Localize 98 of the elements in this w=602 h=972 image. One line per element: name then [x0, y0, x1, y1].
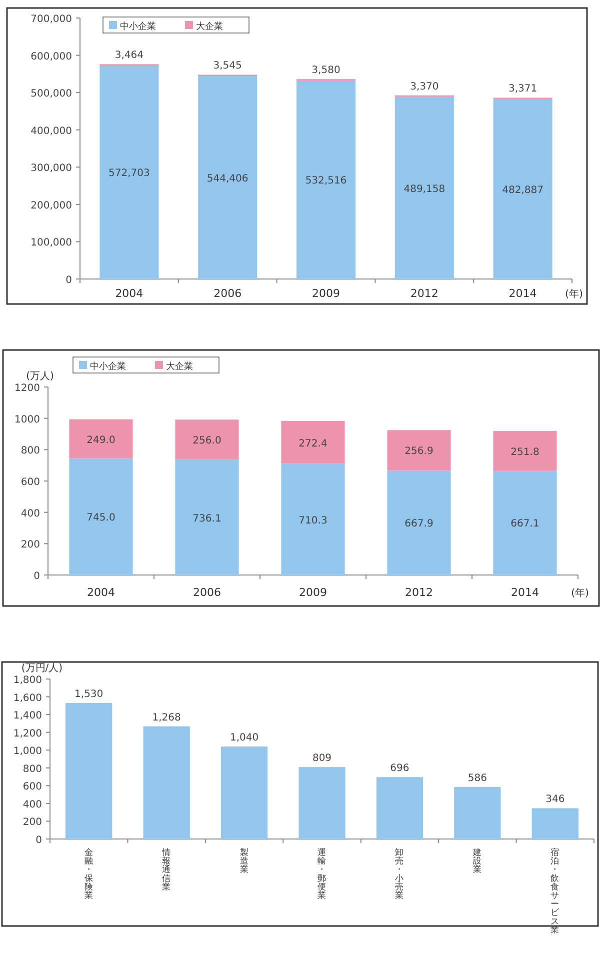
- x-tick-label: 2004: [87, 586, 115, 599]
- data-label: 586: [468, 772, 487, 784]
- x-tick-label: 2014: [511, 586, 539, 599]
- data-label: 532,516: [305, 176, 347, 187]
- bar: [493, 98, 552, 279]
- data-label: 745.0: [86, 512, 116, 524]
- bar: [198, 76, 258, 279]
- bar: [376, 777, 424, 839]
- y-tick-label: 700,000: [30, 14, 72, 25]
- data-label: 3,370: [410, 81, 439, 92]
- y-tick-label: 1,800: [13, 675, 42, 686]
- bar: [493, 470, 557, 575]
- y-tick-label: 1,200: [13, 728, 42, 740]
- y-tick-label: 600,000: [30, 51, 72, 62]
- data-label: 256.9: [404, 446, 434, 458]
- x-tick-label: 2012: [410, 287, 438, 300]
- x-tick-label: 2006: [214, 287, 242, 300]
- x-tick-label: 2009: [299, 586, 327, 599]
- data-label: 482,887: [502, 184, 544, 196]
- y-tick-label: 600: [22, 782, 42, 793]
- y-tick-label: 600: [20, 477, 40, 488]
- bar: [175, 420, 239, 460]
- data-label: 544,406: [206, 174, 248, 185]
- data-label: 696: [390, 763, 410, 774]
- data-label: 710.3: [298, 515, 328, 526]
- data-label: 3,545: [213, 60, 242, 72]
- data-label: 572,703: [108, 168, 150, 180]
- x-tick-label: 2009: [312, 287, 340, 300]
- data-label: 736.1: [192, 513, 222, 524]
- x-tick-label: 製造業: [240, 847, 249, 876]
- legend-label: 大企業: [196, 21, 223, 32]
- y-tick-label: 1,000: [13, 746, 42, 758]
- bar: [66, 703, 112, 839]
- data-label: 256.0: [192, 436, 222, 447]
- data-label: 667.9: [404, 518, 434, 530]
- bar: [143, 726, 190, 839]
- bar: [281, 464, 345, 575]
- data-label: 3,464: [114, 50, 144, 62]
- data-label: 1,040: [230, 732, 259, 744]
- data-label: 251.8: [510, 446, 540, 458]
- legend-label: 大企業: [166, 361, 193, 372]
- y-tick-label: 200: [22, 817, 42, 828]
- bar: [69, 458, 133, 575]
- data-label: 272.4: [298, 438, 328, 450]
- data-label: 667.1: [510, 518, 540, 530]
- y-tick-label: 300,000: [30, 163, 72, 174]
- x-tick-label: 2006: [193, 586, 221, 599]
- bar: [532, 808, 578, 839]
- x-tick-label: 2012: [405, 586, 433, 599]
- x-tick-label: 運輸・郵便業: [318, 847, 326, 901]
- y-tick-label: 800: [22, 764, 42, 775]
- legend-label: 中小企業: [90, 361, 126, 372]
- y-tick-label: 100,000: [30, 238, 72, 249]
- y-tick-label: 400: [20, 508, 40, 520]
- data-label: 1,268: [152, 712, 181, 724]
- y-tick-label: 200,000: [30, 200, 72, 212]
- bar: [69, 419, 133, 458]
- x-tick-label: 建設業: [472, 847, 482, 876]
- y-tick-label: 0: [66, 275, 72, 286]
- y-tick-label: 400: [22, 799, 42, 810]
- y-tick-label: 1,600: [13, 692, 42, 704]
- x-tick-label: 2014: [508, 287, 537, 300]
- x-tick-label: 金融・保険業: [84, 847, 94, 901]
- data-label: 3,371: [508, 84, 538, 95]
- bar: [454, 786, 501, 839]
- bar: [220, 746, 268, 839]
- y-tick-label: 500,000: [30, 88, 72, 100]
- y-tick-label: 1,400: [13, 710, 42, 722]
- bar: [100, 65, 159, 279]
- x-axis-title: (年): [571, 587, 589, 599]
- data-label: 249.0: [86, 434, 116, 446]
- bar: [493, 431, 557, 470]
- y-tick-label: 1200: [14, 383, 40, 394]
- y-tick-label: 0: [34, 571, 40, 582]
- y-tick-label: 800: [20, 446, 40, 457]
- x-tick-label: 2004: [115, 287, 144, 300]
- x-tick-label: 卸売・小売業: [395, 847, 404, 901]
- y-tick-label: 1000: [14, 414, 40, 426]
- y-tick-label: 400,000: [30, 126, 72, 137]
- bar: [175, 460, 239, 575]
- bar: [296, 80, 356, 279]
- bar: [387, 470, 451, 575]
- y-axis-title: (万円/人): [21, 663, 63, 674]
- bar: [298, 767, 346, 839]
- bar: [281, 421, 345, 464]
- data-label: 3,580: [312, 65, 340, 76]
- x-tick-label: 情報通信業: [161, 847, 172, 892]
- data-label: 346: [546, 794, 565, 806]
- y-tick-label: 0: [36, 835, 42, 846]
- x-axis-title: (年): [565, 288, 583, 300]
- legend-label: 中小企業: [120, 21, 156, 32]
- y-axis-title: (万人): [26, 371, 54, 382]
- data-label: 489,158: [404, 184, 446, 195]
- bar: [387, 430, 451, 470]
- data-label: 1,530: [74, 689, 104, 700]
- y-tick-label: 200: [20, 540, 40, 551]
- data-label: 809: [312, 753, 332, 764]
- bar: [394, 96, 454, 279]
